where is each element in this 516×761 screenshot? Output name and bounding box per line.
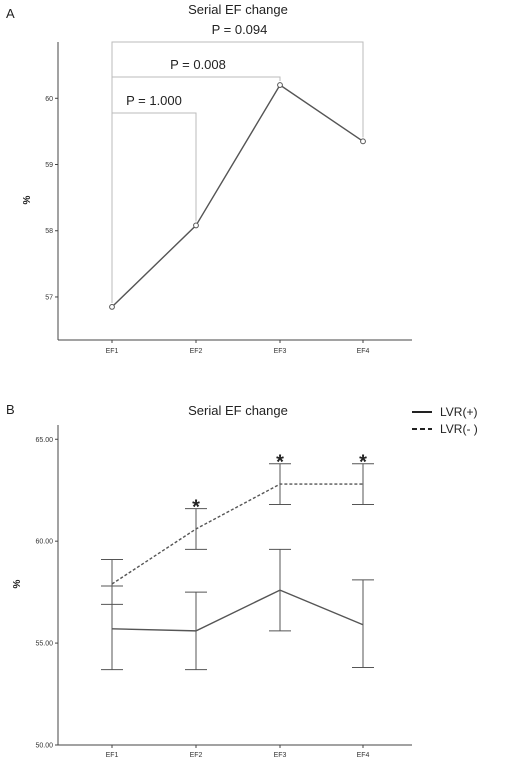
panel-b-significance-star: * xyxy=(192,497,200,519)
panel-a-x-tick-label: EF2 xyxy=(190,348,203,355)
panel-a-y-tick-label: 58 xyxy=(45,228,53,235)
panel-a-data-point xyxy=(109,303,115,310)
panel-b-x-tick-label: EF2 xyxy=(190,752,203,759)
legend-label-lvr-plus: LVR(+) xyxy=(440,405,477,419)
panel-a-data-point xyxy=(193,222,199,229)
panel-a-title: Serial EF change xyxy=(188,2,288,17)
panel-b-y-tick-label: 65.00 xyxy=(35,437,53,444)
panel-a-y-tick-label: 60 xyxy=(45,96,53,103)
panel-a-y-tick-label: 59 xyxy=(45,162,53,169)
panel-a-data-point xyxy=(277,82,283,88)
panel-a-p-value: P = 0.008 xyxy=(170,57,226,72)
legend-label-lvr-minus: LVR(- ) xyxy=(440,422,478,436)
panel-b-title: Serial EF change xyxy=(188,403,288,418)
panel-b-x-tick-label: EF4 xyxy=(357,752,370,759)
panel-a-y-axis-label: % xyxy=(22,195,33,204)
panel-a-y-tick-label: 57 xyxy=(45,294,53,301)
panel-b-y-tick-label: 55.00 xyxy=(35,641,53,648)
panel-a-plot: 57 58 59 60 EF1 EF2 EF3 EF4 P = 1.000 P = 0.008 P … xyxy=(45,22,412,355)
panel-a-x-tick-label: EF1 xyxy=(106,348,119,355)
panel-b-series-line-lvr-plus xyxy=(111,589,364,632)
panel-a-x-tick-label: EF4 xyxy=(357,348,370,355)
panel-a-series-line xyxy=(111,84,364,308)
panel-b-series-line-lvr-minus xyxy=(111,483,363,585)
panel-a-comparison-bracket xyxy=(111,41,364,303)
panel-b-x-tick-label: EF1 xyxy=(106,752,119,759)
panel-b-y-axis-label: % xyxy=(12,579,23,588)
panel-b-significance-star: * xyxy=(359,452,367,474)
panel-a-p-value: P = 0.094 xyxy=(212,22,268,37)
panel-a-x-tick-label: EF3 xyxy=(274,348,287,355)
panel-b-letter: B xyxy=(6,402,15,417)
panel-b-significance-star: * xyxy=(276,452,284,474)
panel-b-x-tick-label: EF3 xyxy=(274,752,287,759)
panel-a-data-point xyxy=(360,138,366,145)
panel-a-letter: A xyxy=(6,6,15,21)
panel-b-legend: LVR(+) LVR(- ) xyxy=(412,405,478,436)
panel-b-plot: 50.00 55.00 60.00 65.00 EF1 EF2 EF3 EF4 * * * xyxy=(35,425,412,759)
panel-b-y-tick-label: 60.00 xyxy=(35,539,53,546)
panel-a-p-value: P = 1.000 xyxy=(126,93,182,108)
panel-b-y-tick-label: 50.00 xyxy=(35,743,53,750)
panel-a-comparison-bracket xyxy=(111,112,197,303)
